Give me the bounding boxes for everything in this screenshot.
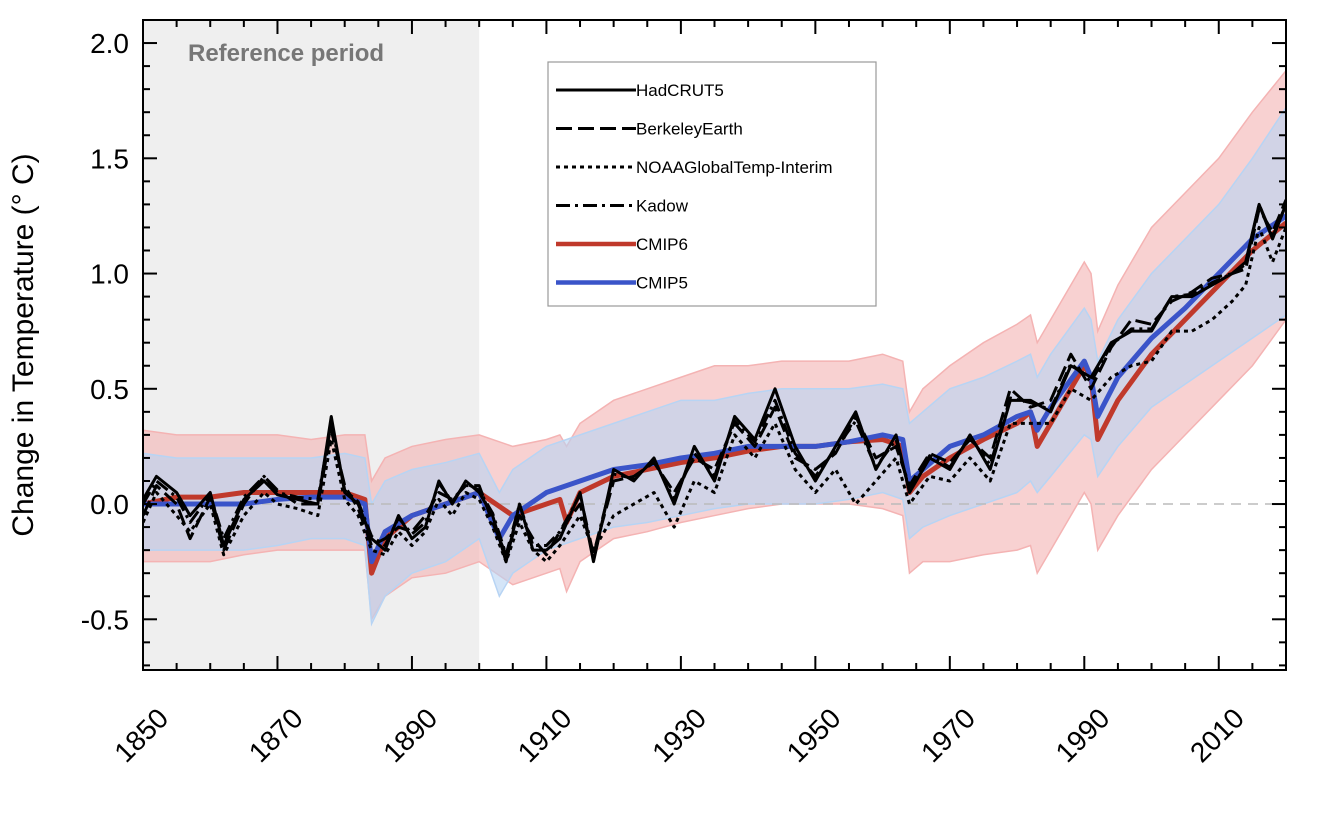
x-tick-label: 1890 (377, 702, 443, 768)
y-tick-label: 1.5 (90, 143, 129, 174)
x-tick-label: 1910 (512, 702, 578, 768)
legend-entry: HadCRUT5 (636, 81, 724, 100)
legend-entry: BerkeleyEarth (636, 120, 743, 139)
series-line-cmip5 (143, 213, 1286, 565)
series-line-hadcrut5 (143, 202, 1286, 564)
series-line-kadow (143, 202, 1286, 557)
reference-period-label: Reference period (188, 40, 384, 67)
y-tick-label: -0.5 (81, 604, 129, 635)
y-tick-label: 0.0 (90, 489, 129, 520)
legend-entry: CMIP5 (636, 274, 688, 293)
legend-entry: NOAAGlobalTemp-Interim (636, 158, 833, 177)
y-tick-label: 0.5 (90, 374, 129, 405)
x-tick-label: 1850 (108, 702, 174, 768)
y-tick-label: 2.0 (90, 28, 129, 59)
x-tick-label: 1970 (915, 702, 981, 768)
series-line-noaaglobaltemp-interim (143, 225, 1286, 564)
legend-entry: Kadow (636, 197, 689, 216)
x-tick-label: 1950 (781, 702, 847, 768)
x-tick-label: 1870 (243, 702, 309, 768)
y-tick-label: 1.0 (90, 259, 129, 290)
cmip5-range-band (143, 106, 1286, 627)
x-tick-label: 1930 (646, 702, 712, 768)
x-tick-label: 2010 (1184, 702, 1250, 768)
legend-entry: CMIP6 (636, 235, 688, 254)
x-tick-label: 1990 (1050, 702, 1116, 768)
legend-box (547, 61, 877, 307)
y-axis-label: Change in Temperature (° C) (7, 153, 40, 536)
